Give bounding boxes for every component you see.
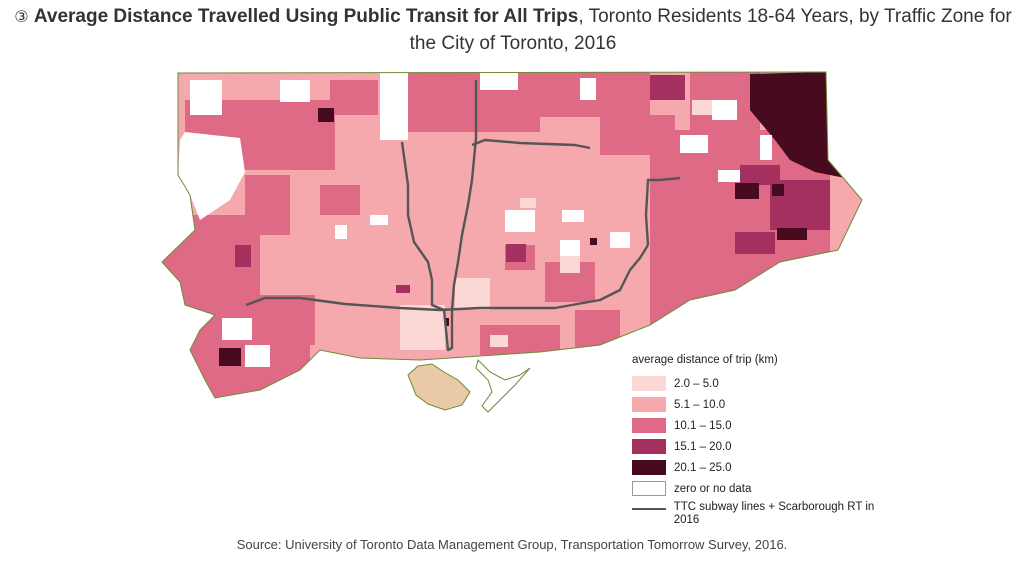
scarborough-rt	[644, 176, 681, 246]
legend-label: 2.0 – 5.0	[674, 377, 719, 390]
zone-no-data	[245, 345, 270, 367]
subway-line-swatch	[632, 508, 666, 510]
zone-west-medium	[245, 175, 290, 235]
zone-no-data	[505, 210, 535, 232]
legend-heading: average distance of trip (km)	[632, 354, 778, 366]
zone-light	[692, 100, 712, 115]
zone-very-dark	[772, 184, 784, 196]
subway-lines	[245, 80, 681, 352]
legend-swatch	[632, 481, 666, 496]
leslie-spit	[475, 359, 531, 413]
zone-very-dark	[590, 238, 597, 245]
zone-no-data	[712, 100, 737, 120]
zone-no-data	[560, 240, 580, 256]
zone-no-data	[480, 72, 518, 90]
zone-light	[520, 198, 536, 208]
zone-no-data	[718, 170, 740, 182]
title-rest: , Toronto Residents 18-64 Years, by Traf…	[409, 6, 1012, 54]
title-number: ③	[14, 9, 29, 26]
legend-label-subway: TTC subway lines + Scarborough RT in 201…	[673, 501, 875, 526]
legend-item: zero or no data	[632, 478, 892, 499]
zone-no-data	[190, 80, 222, 115]
zone-central-medium	[320, 185, 360, 215]
map-legend: average distance of trip (km) 2.0 – 5.0 …	[632, 354, 892, 527]
legend-swatch	[632, 439, 666, 454]
legend-swatch	[632, 397, 666, 412]
zone-central-medium	[330, 80, 378, 115]
zone-south-medium	[575, 310, 620, 350]
legend-swatch	[632, 460, 666, 475]
zone-light	[490, 335, 508, 347]
zone-very-dark	[318, 108, 334, 122]
zone-very-dark	[777, 228, 807, 240]
zone-no-data	[335, 225, 347, 239]
map-title: ③ Average Distance Travelled Using Publi…	[8, 4, 1018, 57]
zone-dark	[735, 232, 775, 254]
title-bold: Average Distance Travelled Using Public …	[33, 6, 579, 27]
zone-dark	[650, 75, 685, 100]
legend-swatch	[632, 376, 666, 391]
zone-very-dark	[219, 348, 241, 366]
legend-label: 10.1 – 15.0	[674, 419, 732, 432]
legend-swatch	[632, 418, 666, 433]
legend-item: 5.1 – 10.0	[632, 394, 892, 415]
legend-label: zero or no data	[674, 482, 752, 495]
zone-no-data	[580, 78, 596, 100]
zone-very-dark-ne	[750, 72, 845, 178]
zone-no-data	[610, 232, 630, 248]
zone-no-data	[370, 215, 388, 225]
zone-west-medium	[162, 215, 260, 335]
zone-no-data	[178, 132, 245, 220]
zone-no-data	[222, 318, 252, 340]
source-note: Source: University of Toronto Data Manag…	[236, 537, 788, 552]
legend-item: 20.1 – 25.0	[632, 457, 892, 478]
subway-line-4-sheppard	[471, 138, 591, 150]
zone-light-downtown	[455, 278, 490, 310]
toronto-islands	[407, 363, 471, 411]
legend-item-subway: TTC subway lines + Scarborough RT in 201…	[632, 501, 892, 527]
zone-no-data	[280, 80, 310, 102]
zone-very-dark	[735, 183, 759, 199]
subway-line-1-yonge	[442, 80, 478, 352]
legend-label: 15.1 – 20.0	[674, 440, 732, 453]
zone-dark	[235, 245, 251, 267]
subway-line-2-bloor-danforth	[245, 244, 650, 312]
city-boundary	[161, 71, 863, 399]
legend-item: 15.1 – 20.0	[632, 436, 892, 457]
zone-dark	[396, 285, 410, 293]
zone-light-downtown	[400, 305, 445, 350]
zone-no-data	[380, 72, 408, 140]
legend-label: 20.1 – 25.0	[674, 461, 732, 474]
legend-item: 2.0 – 5.0	[632, 373, 892, 394]
zone-no-data	[680, 135, 708, 153]
zone-dark	[506, 244, 526, 262]
legend-item: 10.1 – 15.0	[632, 415, 892, 436]
zone-dark	[740, 165, 780, 185]
traffic-zones	[162, 72, 862, 398]
subway-line-1-university-spadina	[400, 141, 445, 312]
zone-no-data	[760, 135, 772, 160]
legend-label: 5.1 – 10.0	[674, 398, 726, 411]
zone-no-data	[562, 210, 584, 222]
zone-north-medium	[400, 72, 540, 132]
